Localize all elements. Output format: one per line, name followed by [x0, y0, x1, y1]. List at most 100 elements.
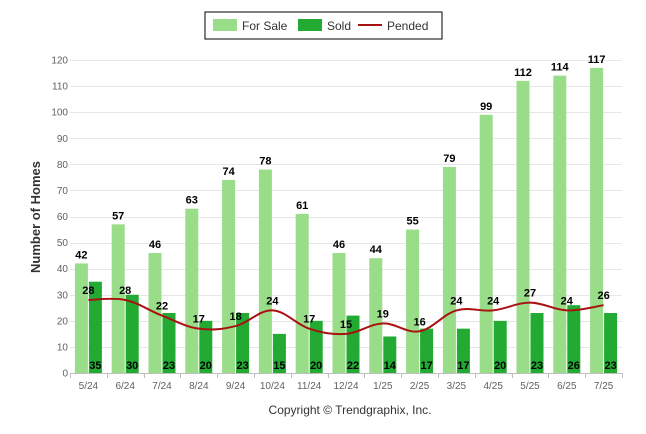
bar-sold[interactable] [456, 328, 470, 373]
data-label-sold: 23 [531, 360, 543, 372]
x-axis-ticks: 5/24 6/24 7/24 8/24 9/24 10/24 11/24 12/24 1/25 2… [70, 373, 623, 392]
x-tick-label: 2/25 [410, 381, 430, 392]
data-label-for-sale: 114 [551, 62, 570, 74]
data-label-for-sale: 117 [588, 54, 606, 66]
pended-line[interactable] [88, 297, 604, 336]
data-label-pended: 28 [82, 285, 94, 297]
data-label-sold: 26 [568, 360, 580, 372]
data-label-sold: 23 [604, 360, 616, 372]
bar-sold[interactable] [162, 313, 176, 373]
data-label-pended: 15 [340, 319, 352, 331]
bar-sold[interactable] [567, 305, 581, 373]
x-tick-label: 6/24 [115, 381, 135, 392]
bar-for-sale[interactable] [369, 258, 383, 373]
y-tick-label: 110 [52, 82, 68, 93]
legend[interactable]: For Sale Sold Pended [204, 11, 443, 40]
bar-sold[interactable] [383, 336, 397, 373]
y-tick-label: 100 [51, 108, 68, 119]
bar-sold[interactable] [420, 328, 434, 373]
data-label-for-sale: 74 [222, 166, 235, 178]
data-label-for-sale: 57 [112, 210, 124, 222]
data-label-sold: 23 [163, 360, 175, 372]
data-label-pended: 24 [561, 295, 574, 307]
data-label-pended: 19 [377, 308, 389, 320]
y-tick-label: 60 [57, 212, 69, 223]
bar-sold[interactable] [88, 281, 102, 373]
bar-for-sale[interactable] [553, 75, 567, 374]
data-label-pended: 27 [524, 288, 536, 300]
bar-sold[interactable] [125, 294, 139, 373]
legend-swatch-for-sale [213, 19, 237, 31]
x-tick-label: 7/24 [152, 381, 172, 392]
y-tick-label: 120 [51, 56, 68, 67]
bar-sold[interactable] [604, 313, 618, 373]
data-label-pended: 24 [487, 295, 500, 307]
data-label-sold: 20 [494, 360, 506, 372]
data-label-sold: 17 [420, 360, 432, 372]
data-label-for-sale: 78 [259, 156, 271, 168]
bars: 42 35 57 30 46 23 63 20 74 23 78 15 61 20 46 22 44 14 55 17… [74, 54, 618, 374]
data-label-for-sale: 42 [75, 249, 87, 261]
bar-for-sale[interactable] [590, 67, 604, 373]
bar-for-sale[interactable] [442, 166, 456, 373]
bar-for-sale[interactable] [516, 80, 530, 373]
x-tick-label: 10/24 [260, 381, 285, 392]
bar-sold[interactable] [346, 315, 360, 373]
data-label-for-sale: 55 [406, 216, 418, 228]
x-tick-label: 3/25 [447, 381, 467, 392]
copyright-text: Copyright © Trendgraphix, Inc. [269, 403, 432, 417]
y-tick-label: 90 [57, 134, 69, 145]
x-tick-label: 9/24 [226, 381, 246, 392]
y-tick-label: 10 [57, 342, 69, 353]
bar-sold[interactable] [493, 320, 507, 373]
legend-label-pended[interactable]: Pended [387, 19, 428, 33]
x-tick-label: 8/24 [189, 381, 209, 392]
bar-for-sale[interactable] [222, 179, 236, 373]
y-tick-label: 80 [57, 160, 69, 171]
data-label-pended: 17 [193, 314, 205, 326]
data-label-sold: 20 [200, 360, 212, 372]
y-axis-ticks: 0 10 20 30 40 50 60 70 80 90 100 110 120 [51, 56, 68, 380]
bar-for-sale[interactable] [258, 169, 272, 373]
data-label-for-sale: 63 [186, 195, 198, 207]
data-label-for-sale: 112 [514, 67, 532, 79]
data-label-pended: 26 [597, 290, 609, 302]
data-label-pended: 18 [229, 311, 241, 323]
data-label-pended: 16 [413, 316, 425, 328]
data-label-for-sale: 46 [149, 239, 161, 251]
data-label-sold: 14 [384, 360, 397, 372]
data-label-sold: 20 [310, 360, 322, 372]
grid [70, 60, 622, 348]
y-tick-label: 40 [57, 264, 69, 275]
data-label-for-sale: 44 [370, 244, 383, 256]
bar-for-sale[interactable] [74, 263, 88, 373]
pended-series: 28 28 22 17 18 24 17 15 19 16 24 24 27 24 26 [82, 285, 610, 336]
bar-sold[interactable] [530, 313, 544, 373]
data-label-pended: 24 [450, 295, 463, 307]
bar-sold[interactable] [236, 313, 250, 373]
legend-box [204, 11, 443, 40]
bar-for-sale[interactable] [295, 213, 309, 373]
bar-for-sale[interactable] [332, 253, 346, 373]
bar-sold[interactable] [199, 320, 213, 373]
data-label-for-sale: 79 [443, 153, 455, 165]
x-tick-label: 5/24 [79, 381, 99, 392]
legend-label-for-sale[interactable]: For Sale [242, 19, 288, 33]
data-label-pended: 28 [119, 285, 131, 297]
bar-sold[interactable] [272, 333, 286, 373]
x-tick-label: 6/25 [557, 381, 577, 392]
bar-sold[interactable] [309, 320, 323, 373]
legend-swatch-sold [298, 19, 322, 31]
bar-for-sale[interactable] [479, 114, 493, 374]
bar-for-sale[interactable] [406, 229, 420, 373]
x-tick-label: 5/25 [520, 381, 540, 392]
data-label-for-sale: 61 [296, 200, 308, 212]
y-tick-label: 30 [57, 290, 69, 301]
x-tick-label: 7/25 [594, 381, 614, 392]
y-axis-title: Number of Homes [28, 161, 43, 273]
data-label-pended: 22 [156, 301, 168, 313]
legend-label-sold[interactable]: Sold [327, 19, 351, 33]
data-label-sold: 30 [126, 360, 138, 372]
bar-for-sale[interactable] [185, 208, 199, 373]
data-label-sold: 23 [236, 360, 248, 372]
